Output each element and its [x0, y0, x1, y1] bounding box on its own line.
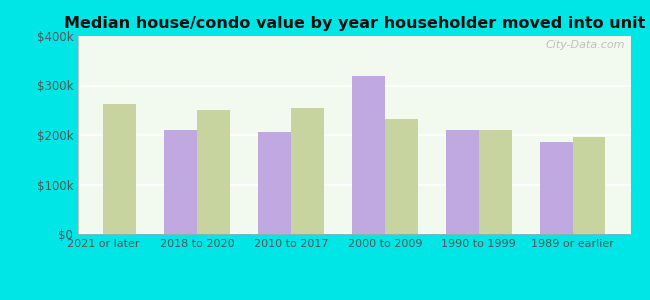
Text: City-Data.com: City-Data.com — [545, 40, 625, 50]
Title: Median house/condo value by year householder moved into unit: Median house/condo value by year househo… — [64, 16, 645, 31]
Bar — [385, 119, 417, 234]
Legend: Northwood, North Dakota: Northwood, North Dakota — [227, 299, 482, 300]
Bar — [291, 108, 324, 234]
Bar — [540, 142, 573, 234]
Bar — [197, 110, 230, 234]
Bar — [573, 137, 605, 234]
Bar — [103, 104, 136, 234]
Bar — [164, 130, 197, 234]
Bar — [352, 76, 385, 234]
Bar — [258, 131, 291, 234]
Bar — [446, 130, 478, 234]
Bar — [478, 130, 512, 234]
